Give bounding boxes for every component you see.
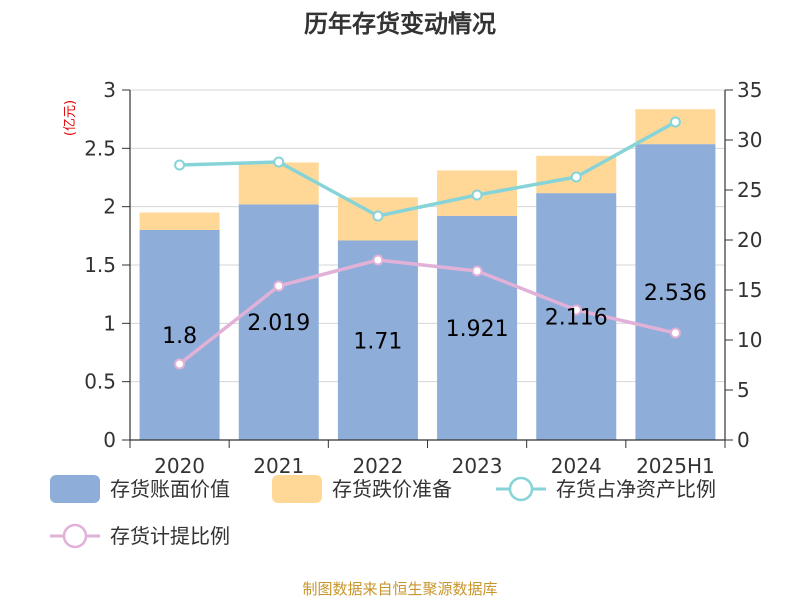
bar-book-value <box>139 230 220 440</box>
right-tick-label: 35 <box>737 78 762 102</box>
left-tick-label: 0.5 <box>84 370 116 394</box>
data-label: 1.8 <box>162 324 197 349</box>
source-note: 制图数据来自恒生聚源数据库 <box>302 580 497 598</box>
point-provision-ratio <box>273 280 285 292</box>
point-inventory-to-net-assets <box>471 189 483 201</box>
x-tick-label: 2022 <box>352 454 403 478</box>
point-inventory-to-net-assets <box>174 159 186 171</box>
point-inventory-to-net-assets <box>273 156 285 168</box>
data-label: 2.019 <box>247 311 310 336</box>
line-provision-ratio <box>178 258 676 366</box>
x-tick-label: 2021 <box>253 454 304 478</box>
left-tick-label: 3 <box>103 78 116 102</box>
x-tick-label: 2025H1 <box>636 454 715 478</box>
bar-book-value <box>635 144 716 440</box>
x-tick-labels: 2020 2021 2022 2023 2024 2025H1 <box>154 454 715 478</box>
bar-impairment <box>238 162 319 205</box>
left-tick-label: 0 <box>103 428 116 452</box>
legend-label: 存货跌价准备 <box>332 477 452 501</box>
legend-swatch-marker <box>62 523 88 549</box>
left-axis-unit: (亿元) <box>63 100 78 136</box>
left-tick-label: 2 <box>103 195 116 219</box>
point-provision-ratio <box>471 265 483 277</box>
right-tick-label: 15 <box>737 278 762 302</box>
point-provision-ratio <box>372 254 384 266</box>
data-label: 2.116 <box>545 306 608 331</box>
bar-impairment <box>139 212 220 230</box>
chart-title: 历年存货变动情况 <box>304 10 496 38</box>
data-label: 2.536 <box>644 281 707 306</box>
legend-swatch-marker <box>508 476 534 502</box>
point-provision-ratio <box>174 358 186 370</box>
data-label: 1.921 <box>446 317 509 342</box>
right-tick-label: 25 <box>737 178 762 202</box>
right-tick-label: 10 <box>737 328 762 352</box>
right-tick-label: 20 <box>737 228 762 252</box>
bar-book-value <box>337 240 418 440</box>
legend-label: 存货计提比例 <box>110 524 230 548</box>
axes <box>122 89 733 448</box>
right-tick-label: 5 <box>737 378 750 402</box>
point-inventory-to-net-assets <box>669 116 681 128</box>
left-tick-label: 1 <box>103 311 116 335</box>
legend-label: 存货占净资产比例 <box>556 477 716 501</box>
legend-swatch <box>50 475 100 503</box>
left-tick-label: 2.5 <box>84 136 116 160</box>
x-tick-label: 2024 <box>551 454 602 478</box>
bar-book-value <box>437 215 518 440</box>
left-tick-labels: 0 0.5 1 1.5 2 2.5 3 <box>84 78 116 452</box>
point-provision-ratio <box>669 327 681 339</box>
left-tick-label: 1.5 <box>84 253 116 277</box>
bar-book-value <box>238 204 319 440</box>
series-lines <box>174 116 681 370</box>
right-tick-labels: 0 5 10 15 20 25 30 35 <box>737 78 762 452</box>
legend-swatch <box>272 475 322 503</box>
line-inventory-to-net-assets <box>179 120 677 218</box>
legend-label: 存货账面价值 <box>110 477 230 501</box>
right-tick-label: 0 <box>737 428 750 452</box>
data-labels: 1.8 2.019 1.71 1.921 2.116 2.536 <box>162 281 707 354</box>
x-tick-label: 2023 <box>452 454 503 478</box>
data-label: 1.71 <box>353 329 402 354</box>
point-inventory-to-net-assets <box>372 210 384 222</box>
point-inventory-to-net-assets <box>570 171 582 183</box>
point-provision-ratio <box>570 304 582 316</box>
x-tick-label: 2020 <box>154 454 205 478</box>
bars <box>139 109 716 440</box>
right-tick-label: 30 <box>737 128 762 152</box>
